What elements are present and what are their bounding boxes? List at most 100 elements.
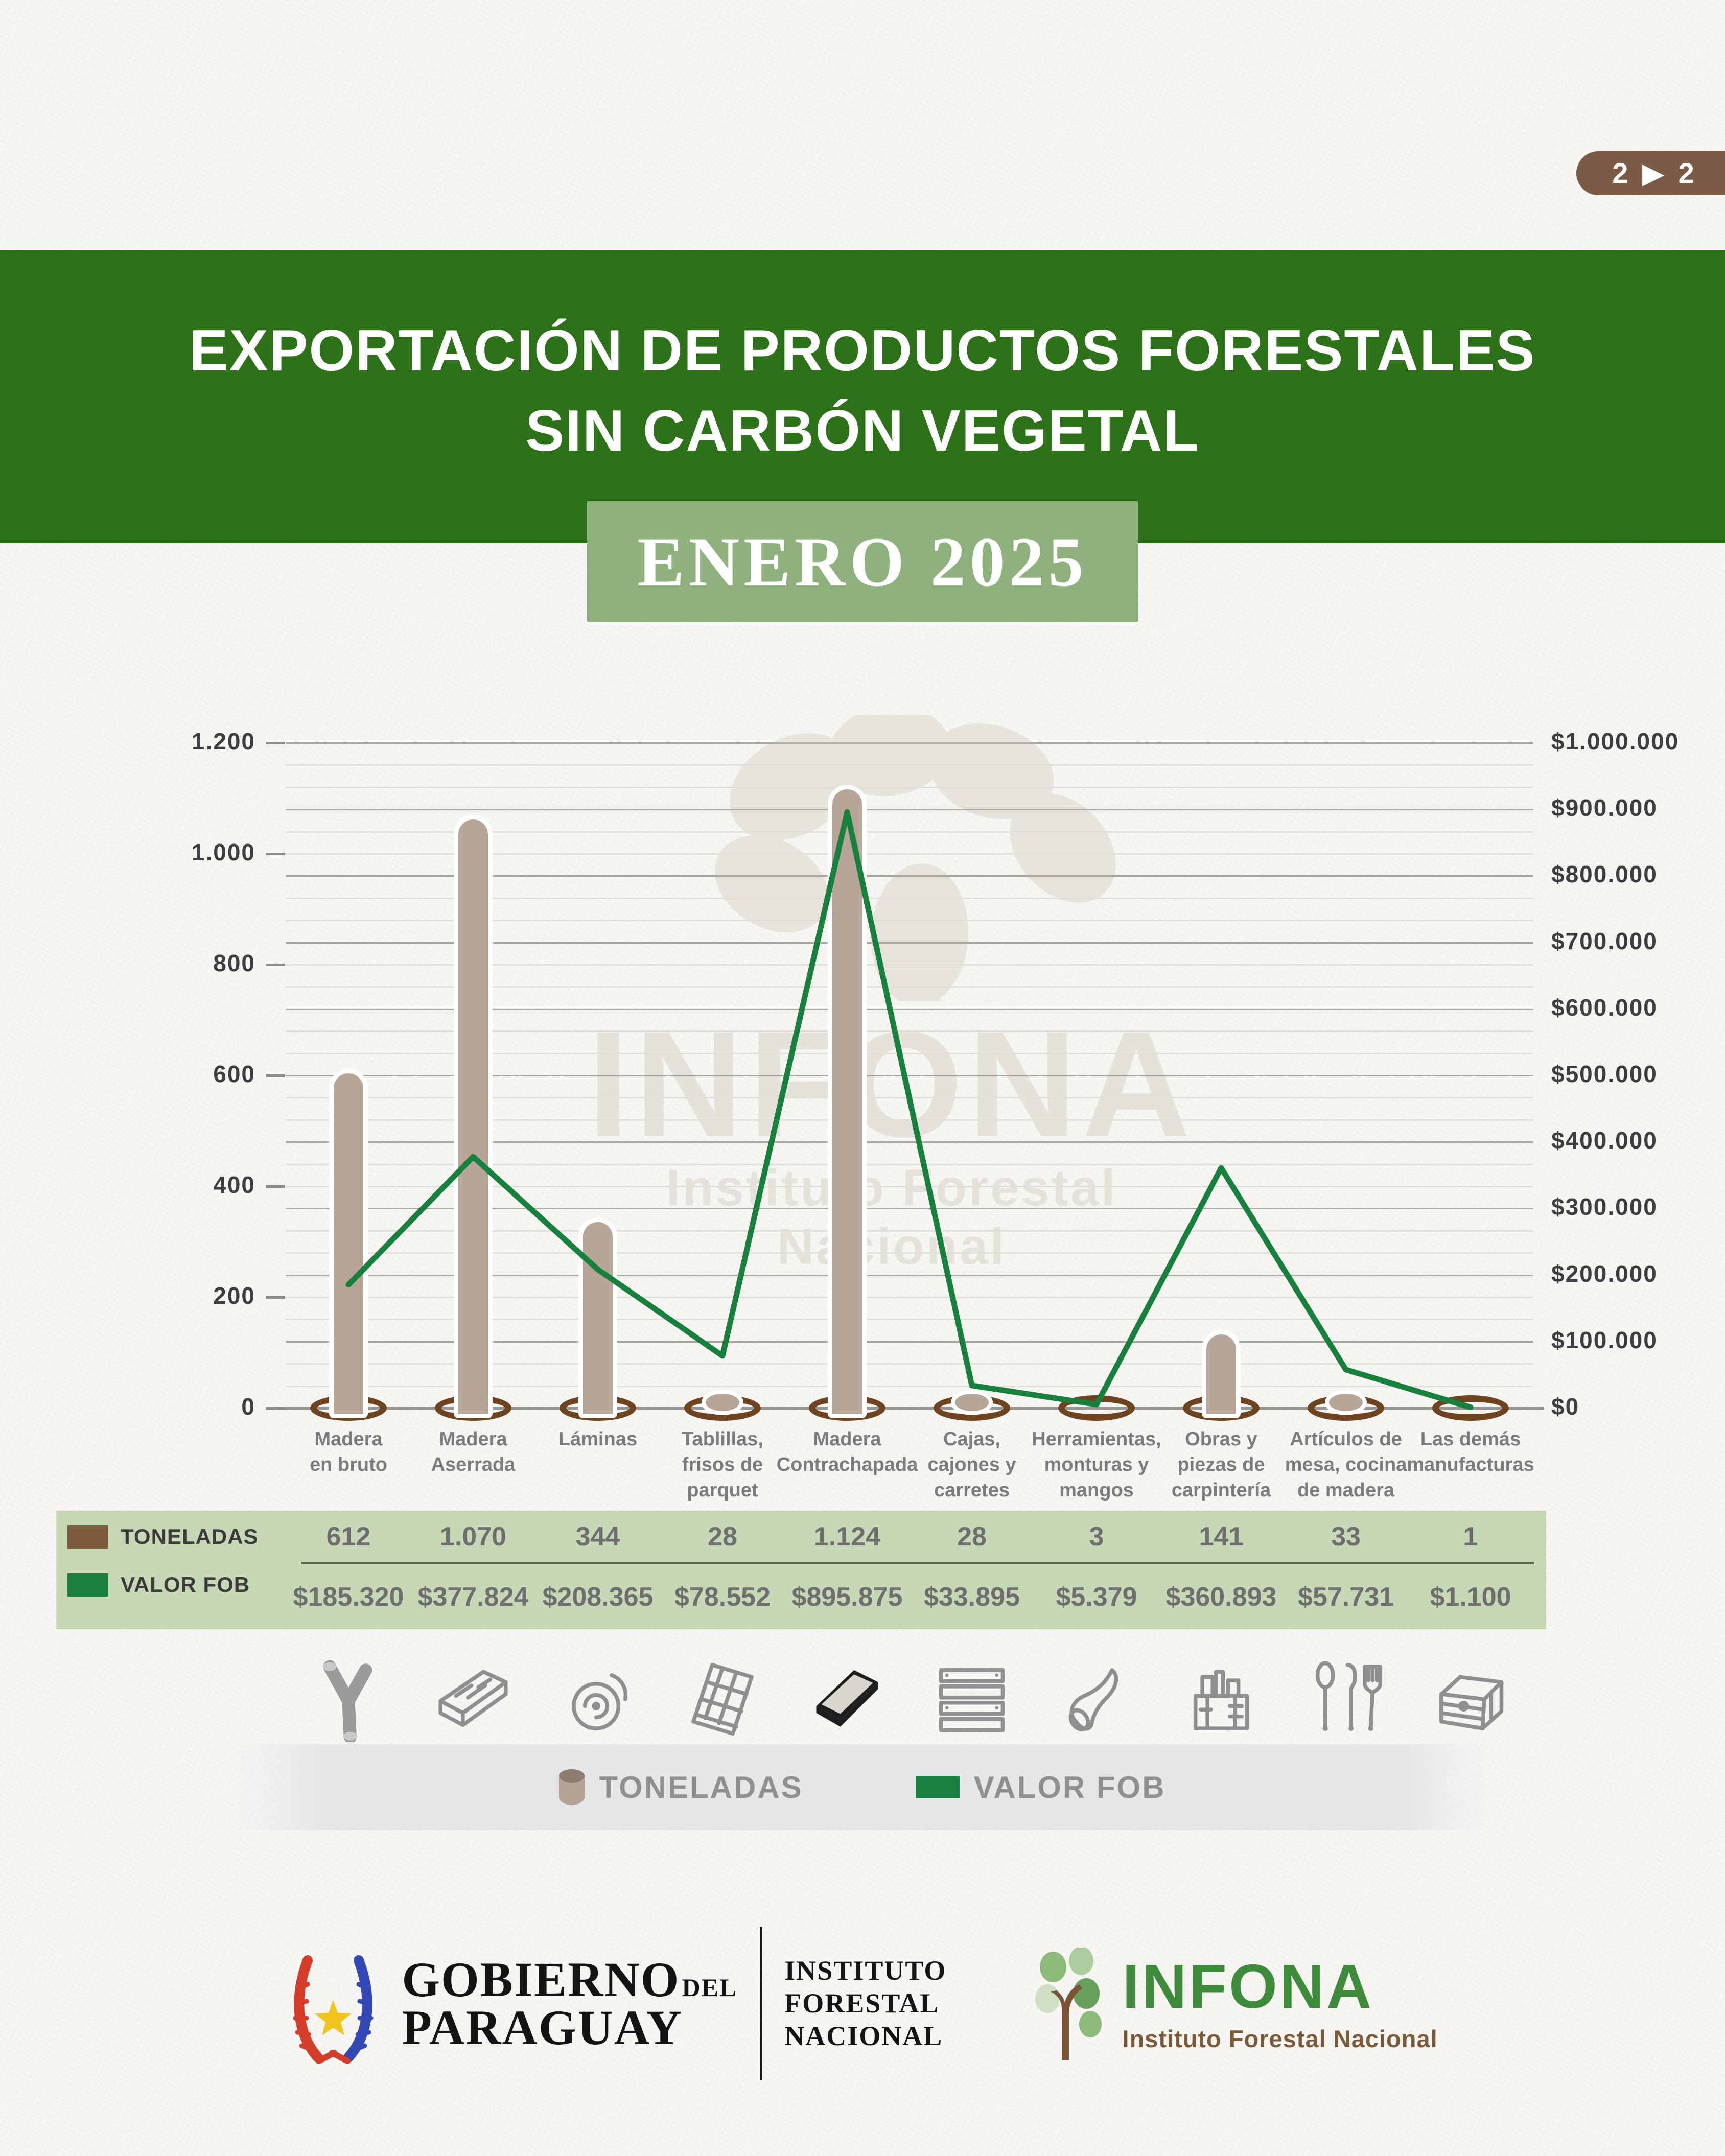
category-label-line: Contrachapada [776, 1454, 918, 1476]
infona-subtitle: Instituto Forestal Nacional [1122, 2025, 1438, 2052]
bar-cylinder-icon [559, 1769, 585, 1805]
table-toneladas-value: 1.070 [439, 1522, 507, 1552]
paraguay-coat-of-arms-icon [293, 1955, 374, 2064]
line-swatch-icon [915, 1776, 960, 1798]
valor-fob-row-title: VALOR FOB [121, 1573, 250, 1597]
grid-line [286, 764, 1533, 766]
left-axis-tick-label: 0 [241, 1393, 255, 1420]
table-row-valorfob-label: VALOR FOB [67, 1573, 250, 1597]
left-axis-tick-mark [266, 1407, 285, 1410]
grid-line [286, 809, 1533, 811]
page-number-badge: 2 ▶ 2 [1576, 151, 1725, 195]
category-label-line: cajones y [927, 1454, 1016, 1476]
table-toneladas-value: 1.124 [813, 1522, 881, 1552]
bar [702, 1390, 743, 1415]
right-axis-tick-label: $200.000 [1551, 1260, 1658, 1287]
toneladas-row-title: TONELADAS [121, 1525, 259, 1549]
category-label: Tablillas, frisos de parquet [648, 1426, 797, 1503]
table-toneladas-value: 3 [1089, 1522, 1104, 1552]
category-label-line: Herramientas, [1032, 1428, 1161, 1450]
category-label-line: de madera [1297, 1480, 1395, 1502]
category-label-line: carpintería [1171, 1480, 1271, 1502]
table-valor-fob-value: $360.893 [1165, 1582, 1277, 1612]
page-number-text: 2 ▶ 2 [1612, 157, 1697, 189]
instituto-line1: INSTITUTO [784, 1955, 947, 1986]
raw-log-icon [322, 1660, 372, 1742]
table-valor-fob-value: $377.824 [417, 1582, 529, 1612]
footer: GOBIERNO DEL PARAGUAY INSTITUTO FORESTAL… [0, 1927, 1725, 2080]
table-toneladas-value: 28 [708, 1522, 737, 1552]
table-toneladas-value: 344 [575, 1522, 620, 1552]
category-label-line: mangos [1059, 1480, 1134, 1502]
bar [1202, 1330, 1241, 1418]
table-valor-fob-value: $5.379 [1056, 1582, 1137, 1612]
left-axis-tick-mark [266, 1074, 285, 1077]
bar [828, 785, 867, 1418]
category-label-line: Aserrada [431, 1454, 516, 1476]
infona-watermark-subtitle: Instituto Forestal Nacional [666, 1159, 1117, 1275]
category-label-line: Tablillas, [682, 1428, 763, 1450]
bar-base-icon [1432, 1395, 1509, 1421]
category-label: Madera Contrachapada [773, 1426, 921, 1478]
left-axis-tick-label: 800 [213, 950, 255, 976]
category-label-line: parquet [687, 1480, 758, 1502]
left-axis-tick-label: 1.000 [191, 839, 255, 865]
table-valor-fob-value: $895.875 [791, 1582, 903, 1612]
category-label-line: monturas y [1044, 1454, 1149, 1476]
grid-line [286, 786, 1533, 788]
infona-logo: INFONA Instituto Forestal Nacional [1030, 1948, 1437, 2060]
left-axis-tick-mark [266, 964, 285, 966]
bar [578, 1217, 617, 1418]
table-valor-fob-value: $33.895 [924, 1582, 1020, 1612]
category-label-line: Artículos de [1290, 1428, 1402, 1450]
instituto-line2: FORESTAL [784, 1988, 940, 2019]
left-axis-tick-mark [266, 742, 285, 744]
right-axis-tick-label: $900.000 [1551, 794, 1658, 822]
gobierno-del-paraguay-logo: GOBIERNO DEL PARAGUAY [402, 1955, 737, 2055]
right-axis-tick-label: $1.000.000 [1551, 728, 1680, 755]
wooden-crate-icon [939, 1668, 1005, 1732]
sawn-lumber-icon [438, 1670, 508, 1727]
gobierno-word: GOBIERNO [402, 1952, 680, 2007]
legend-toneladas-label: TONELADAS [599, 1770, 803, 1805]
wooden-chest-icon [1439, 1675, 1504, 1730]
kitchen-utensils-icon [1315, 1661, 1382, 1731]
data-table-band [56, 1511, 1546, 1629]
category-label-line: Las demás [1420, 1428, 1521, 1450]
table-toneladas-value: 141 [1199, 1522, 1244, 1552]
period-box: ENERO 2025 [587, 501, 1138, 622]
bar [951, 1390, 993, 1415]
page-title-line1: EXPORTACIÓN DE PRODUCTOS FORESTALES [189, 318, 1536, 383]
category-label: Herramientas, monturas y mangos [1022, 1426, 1171, 1503]
instituto-forestal-nacional-block: INSTITUTO FORESTAL NACIONAL [784, 1955, 946, 2052]
category-label: Artículos de mesa, cocina de madera [1272, 1426, 1420, 1503]
category-label-line: Madera [314, 1428, 383, 1450]
page-title: EXPORTACIÓN DE PRODUCTOS FORESTALES SIN … [0, 250, 1725, 472]
tool-handle-icon [1068, 1668, 1118, 1731]
category-label: Láminas [524, 1426, 672, 1452]
plywood-board-icon [816, 1670, 878, 1727]
right-axis-tick-label: $0 [1551, 1393, 1580, 1420]
toneladas-swatch-icon [67, 1525, 108, 1549]
category-label-line: manufacturas [1407, 1454, 1534, 1476]
infona-text-block: INFONA Instituto Forestal Nacional [1122, 1955, 1437, 2053]
table-valor-fob-value: $185.320 [293, 1582, 404, 1612]
left-axis-tick-mark [266, 853, 285, 855]
parquet-tile-icon [691, 1663, 754, 1736]
category-label-line: Obras y [1185, 1428, 1257, 1450]
table-row-divider [301, 1562, 1534, 1564]
category-label: Las demás manufacturas [1396, 1426, 1545, 1478]
infona-watermark-title: INFONA [587, 1000, 1196, 1168]
legend-valor-fob-label: VALOR FOB [973, 1770, 1166, 1805]
page-title-line2: SIN CARBÓN VEGETAL [525, 399, 1200, 464]
infona-tree-icon [1035, 1948, 1102, 2060]
table-toneladas-value: 33 [1331, 1522, 1361, 1552]
category-label-line: piezas de [1177, 1454, 1265, 1476]
category-label: Madera Aserrada [399, 1426, 547, 1478]
category-label-line: Láminas [558, 1428, 638, 1450]
legend-item-toneladas: TONELADAS [559, 1769, 803, 1805]
paraguay-word: PARAGUAY [402, 2000, 683, 2055]
category-label: Madera en bruto [274, 1426, 423, 1478]
infona-name: INFONA [1122, 1951, 1374, 2021]
category-label-line: Madera [813, 1428, 881, 1450]
